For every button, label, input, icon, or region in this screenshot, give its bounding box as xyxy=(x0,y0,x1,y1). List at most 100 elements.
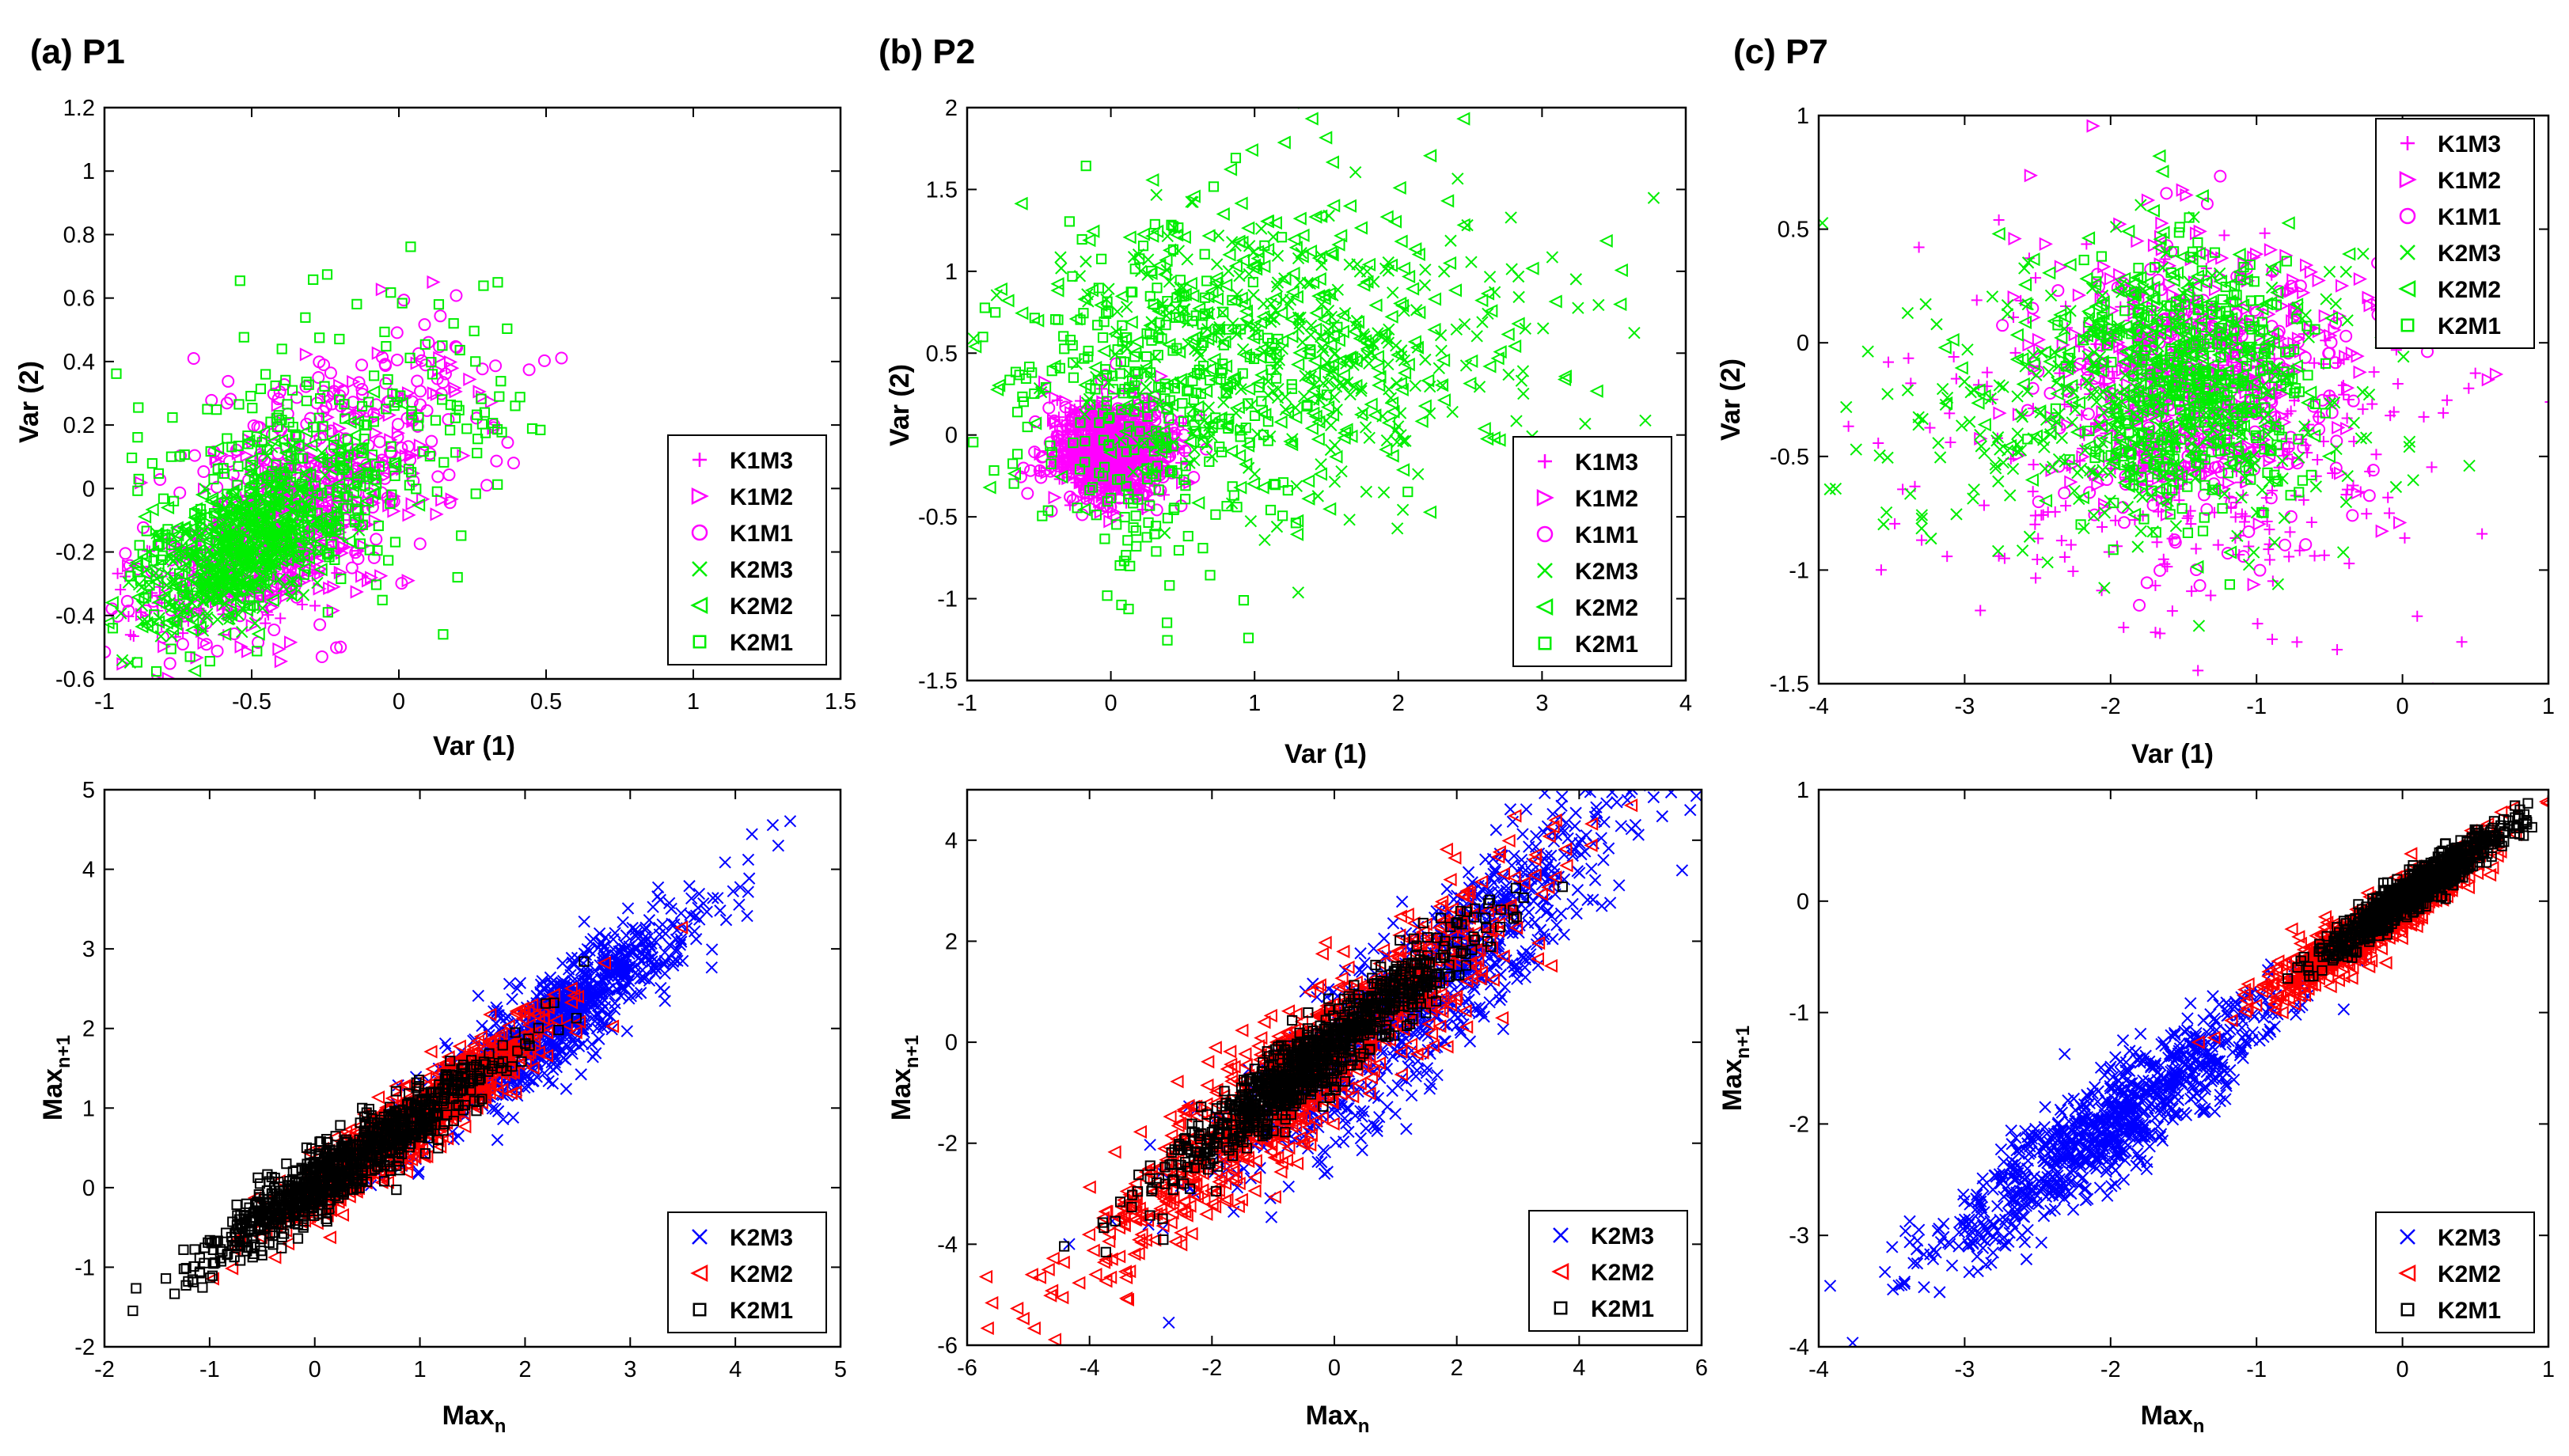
panel-a-top-point xyxy=(297,589,310,601)
panel-a-top-point xyxy=(211,644,224,658)
panel-a-bottom-point xyxy=(617,981,629,994)
panel-a-top-point xyxy=(373,435,386,449)
panel-a-top-point xyxy=(233,440,244,452)
panel-a-bottom-point xyxy=(334,1150,345,1161)
panel-a-top-point xyxy=(359,480,370,491)
panel-a-bottom-ylabel: Maxn+1 xyxy=(38,1035,74,1120)
panel-a-top-point xyxy=(291,576,302,587)
panel-a-bottom-point xyxy=(302,1169,313,1180)
panel-a-bottom-point xyxy=(639,921,652,934)
panel-a-bottom-point xyxy=(646,955,658,968)
panel-a-top-point xyxy=(368,514,382,528)
panel-a-top-point xyxy=(167,547,181,562)
panel-b-bottom-ylabel: Maxn+1 xyxy=(886,1035,923,1120)
panel-a-top-point xyxy=(197,464,211,478)
panel-a-top-point xyxy=(210,535,221,546)
panel-a-top-point xyxy=(300,417,313,430)
panel-a-bottom-point xyxy=(197,1282,208,1293)
panel-a-top-point xyxy=(389,457,400,468)
panel-a-top-point xyxy=(255,383,267,395)
panel-a-top-point xyxy=(522,363,536,377)
panel-a-top-point xyxy=(122,559,136,573)
panel-a-top-point xyxy=(249,529,260,540)
panel-a-bottom-point xyxy=(577,1037,590,1050)
panel-a-bottom-point xyxy=(373,1162,384,1173)
panel-c-bottom-xlabel-sub: n xyxy=(2193,1416,2205,1437)
panel-a-bottom-point xyxy=(131,1283,142,1294)
panel-a-top-point xyxy=(384,446,397,459)
panel-a-bottom-point xyxy=(591,1009,605,1022)
panel-a-top-point xyxy=(401,574,416,588)
panel-a-top-point xyxy=(163,657,176,670)
panel-a-top-point xyxy=(238,332,249,343)
panel-a-top-point xyxy=(362,467,374,478)
panel-a-bottom-point xyxy=(438,1119,450,1130)
panel-a-top-point xyxy=(452,571,463,583)
panel-a-top-point xyxy=(145,621,159,635)
panel-a-top-point xyxy=(449,385,463,399)
panel-a-bottom-point xyxy=(574,1023,586,1036)
panel-a-top-point xyxy=(243,600,254,611)
panel-a-top-point xyxy=(419,339,431,350)
panel-a-bottom-point xyxy=(741,909,753,923)
panel-a-bottom-point xyxy=(509,1007,523,1021)
panel-b-bottom-xlabel: Maxn xyxy=(1306,1401,1370,1437)
panel-a-bottom-point xyxy=(466,1045,480,1060)
panel-a-top-point xyxy=(454,344,465,356)
panel-a-top-point xyxy=(276,343,287,355)
panel-a-top-point xyxy=(232,592,246,606)
panel-a-bottom-point xyxy=(491,1105,505,1118)
panel-a-top-point xyxy=(246,497,260,511)
panel-a-bottom-point xyxy=(571,1014,586,1029)
panel-a-top-point xyxy=(310,480,321,491)
panel-a-bottom-point xyxy=(526,1061,540,1075)
panel-a-bottom-point xyxy=(241,1198,252,1209)
panel-a-top-point xyxy=(387,455,401,470)
panel-a-bottom-point xyxy=(495,1083,509,1097)
panel-a-top-point xyxy=(404,453,417,467)
panel-a-bottom-point xyxy=(593,1033,605,1045)
panel-a-top-point xyxy=(476,393,487,404)
panel-a-top-point xyxy=(352,467,366,481)
panel-a-top-point xyxy=(321,269,333,280)
panel-a-top-point xyxy=(173,486,187,499)
panel-a-top-point xyxy=(319,468,332,482)
panel-a-bottom-point xyxy=(425,1086,436,1098)
panel-a-bottom-point xyxy=(431,1101,442,1112)
panel-a-top-point xyxy=(385,498,396,510)
panel-a-bottom-ytick-label: 5 xyxy=(82,778,95,803)
panel-a-top-point xyxy=(317,421,328,432)
panel-a-bottom-point xyxy=(432,1093,443,1104)
panel-a-top-point xyxy=(195,585,210,600)
panel-a-bottom-point xyxy=(548,1014,564,1028)
panel-a-top-point xyxy=(390,326,404,339)
panel-a-bottom-point xyxy=(733,898,746,911)
panel-a-top-axes: -1 -0.5 0 0.5 1 1.5-0.6-0.4-0.200.20.40.60.81… xyxy=(55,96,856,715)
panel-a-bottom-point xyxy=(387,1111,399,1122)
panel-a-bottom-point xyxy=(658,946,671,959)
panel-a-bottom-point xyxy=(617,916,629,929)
panel-a-top-point xyxy=(208,473,219,485)
panel-a-bottom-legend-marker-k2m2 xyxy=(690,1264,708,1283)
panel-a-top-point xyxy=(265,593,279,608)
panel-a-bottom-point xyxy=(404,1088,415,1099)
panel-a-top-point xyxy=(334,640,347,654)
panel-a-top-point xyxy=(405,467,417,478)
panel-a-top-point xyxy=(241,544,255,558)
panel-a-top-point xyxy=(207,548,221,563)
panel-a-bottom-point xyxy=(239,1217,251,1228)
panel-a-top-point xyxy=(165,643,176,654)
panel-a-bottom-point xyxy=(683,880,696,893)
panel-a-bottom-point xyxy=(621,902,635,915)
panel-a-top-point xyxy=(252,646,263,657)
panel-a-bottom-point xyxy=(556,976,568,989)
panel-a-top-point xyxy=(160,529,171,540)
panel-a-top-point xyxy=(392,396,403,408)
panel-a-top-point xyxy=(249,474,260,485)
panel-a-bottom-point xyxy=(499,1011,512,1025)
panel-a-bottom-point xyxy=(388,1090,402,1104)
panel-a-top-point xyxy=(382,373,393,385)
panel-a-top-legend-marker-k1m1 xyxy=(691,524,708,541)
panel-a-bottom-point xyxy=(594,988,606,1000)
